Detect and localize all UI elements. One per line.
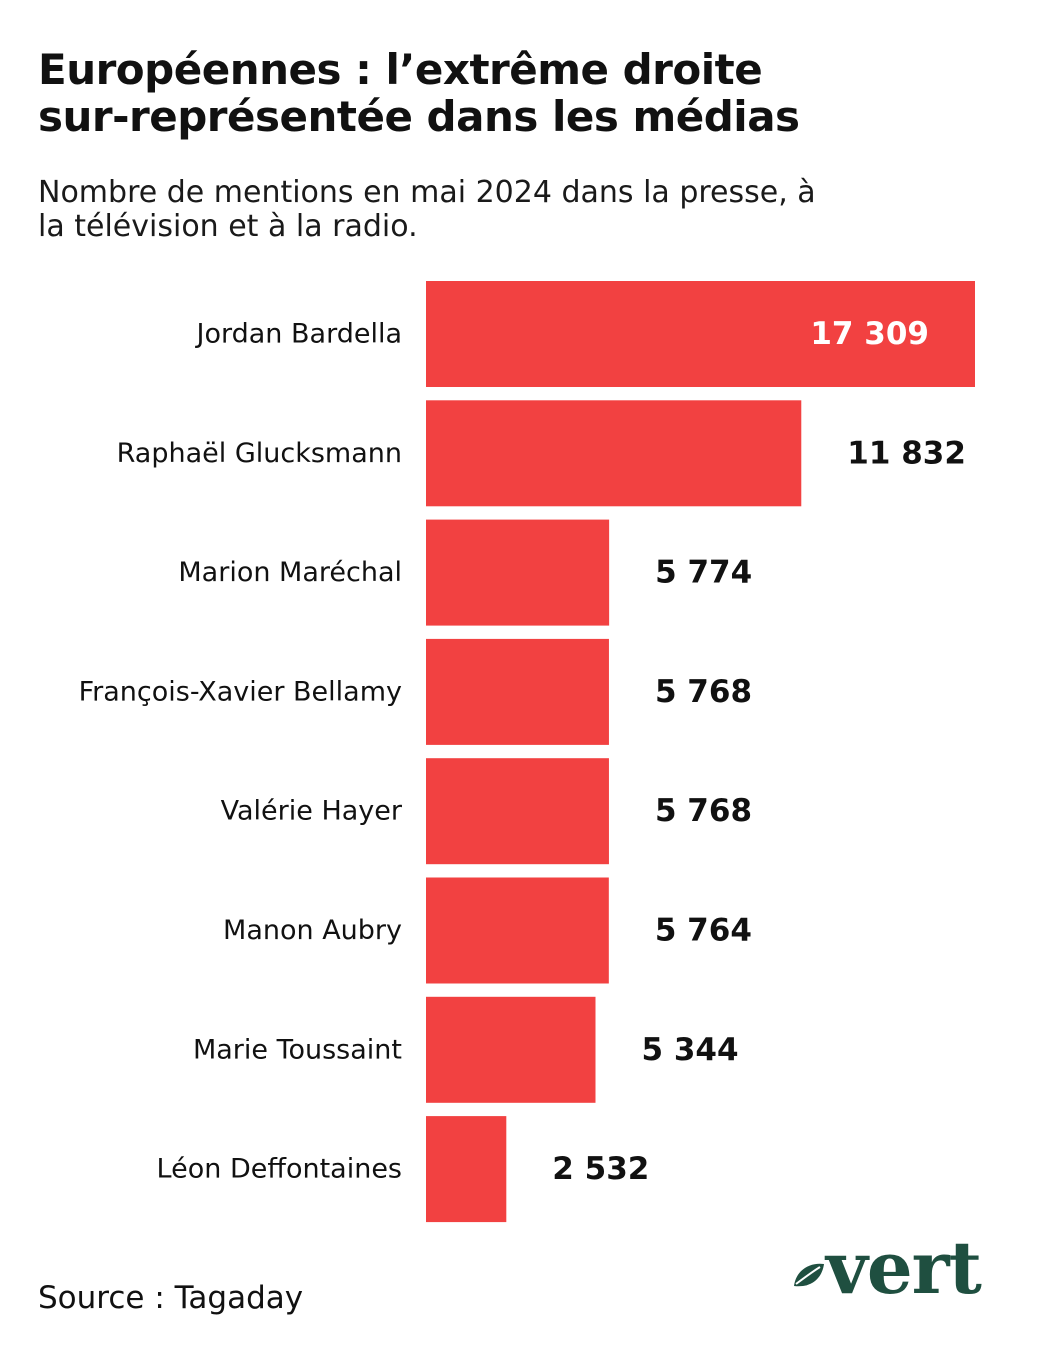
bar-6 [426, 877, 609, 984]
bar-chart: Jordan Bardella 17 309 Raphaël Glucksmann 1… [79, 281, 975, 1223]
vert-logo: vert [790, 1230, 1030, 1310]
subtitle-line-2: la télévision et à la radio. [38, 209, 418, 244]
category-label: Manon Aubry [223, 915, 402, 946]
subtitle-line-1: Nombre de mentions en mai 2024 dans la p… [38, 175, 816, 210]
bar-3 [426, 519, 610, 626]
bar-8 [426, 1116, 507, 1223]
category-label: Léon Deffontaines [157, 1154, 402, 1185]
title-line-2: sur-représentée dans les médias [38, 92, 800, 141]
bar-4 [426, 638, 609, 745]
chart-subtitle: Nombre de mentions en mai 2024 dans la p… [38, 176, 998, 244]
source-note: Source : Tagaday [38, 1280, 304, 1316]
value-label: 5 768 [655, 674, 752, 710]
logo-text: vert [826, 1225, 982, 1310]
value-label: 5 768 [655, 793, 752, 829]
title-line-1: Européennes : l’extrême droite [38, 45, 763, 94]
value-label: 11 832 [847, 435, 966, 471]
category-label: Valérie Hayer [221, 796, 403, 827]
category-label: Jordan Bardella [195, 319, 402, 350]
bar-2 [426, 400, 802, 507]
category-label: François-Xavier Bellamy [79, 676, 402, 707]
category-label: Marie Toussaint [193, 1034, 402, 1065]
value-label: 2 532 [552, 1151, 649, 1187]
bar-1 [426, 281, 975, 387]
bar-5 [426, 758, 609, 865]
value-label: 5 764 [655, 913, 752, 949]
category-label: Marion Maréchal [178, 557, 402, 588]
leaf-icon [794, 1263, 824, 1287]
value-label: 17 309 [810, 316, 929, 352]
category-label: Raphaël Glucksmann [117, 438, 402, 469]
value-label: 5 774 [655, 555, 752, 591]
value-label: 5 344 [641, 1032, 738, 1068]
chart-title: Européennes : l’extrême droite sur-repré… [38, 46, 1038, 140]
bar-7 [426, 996, 596, 1103]
